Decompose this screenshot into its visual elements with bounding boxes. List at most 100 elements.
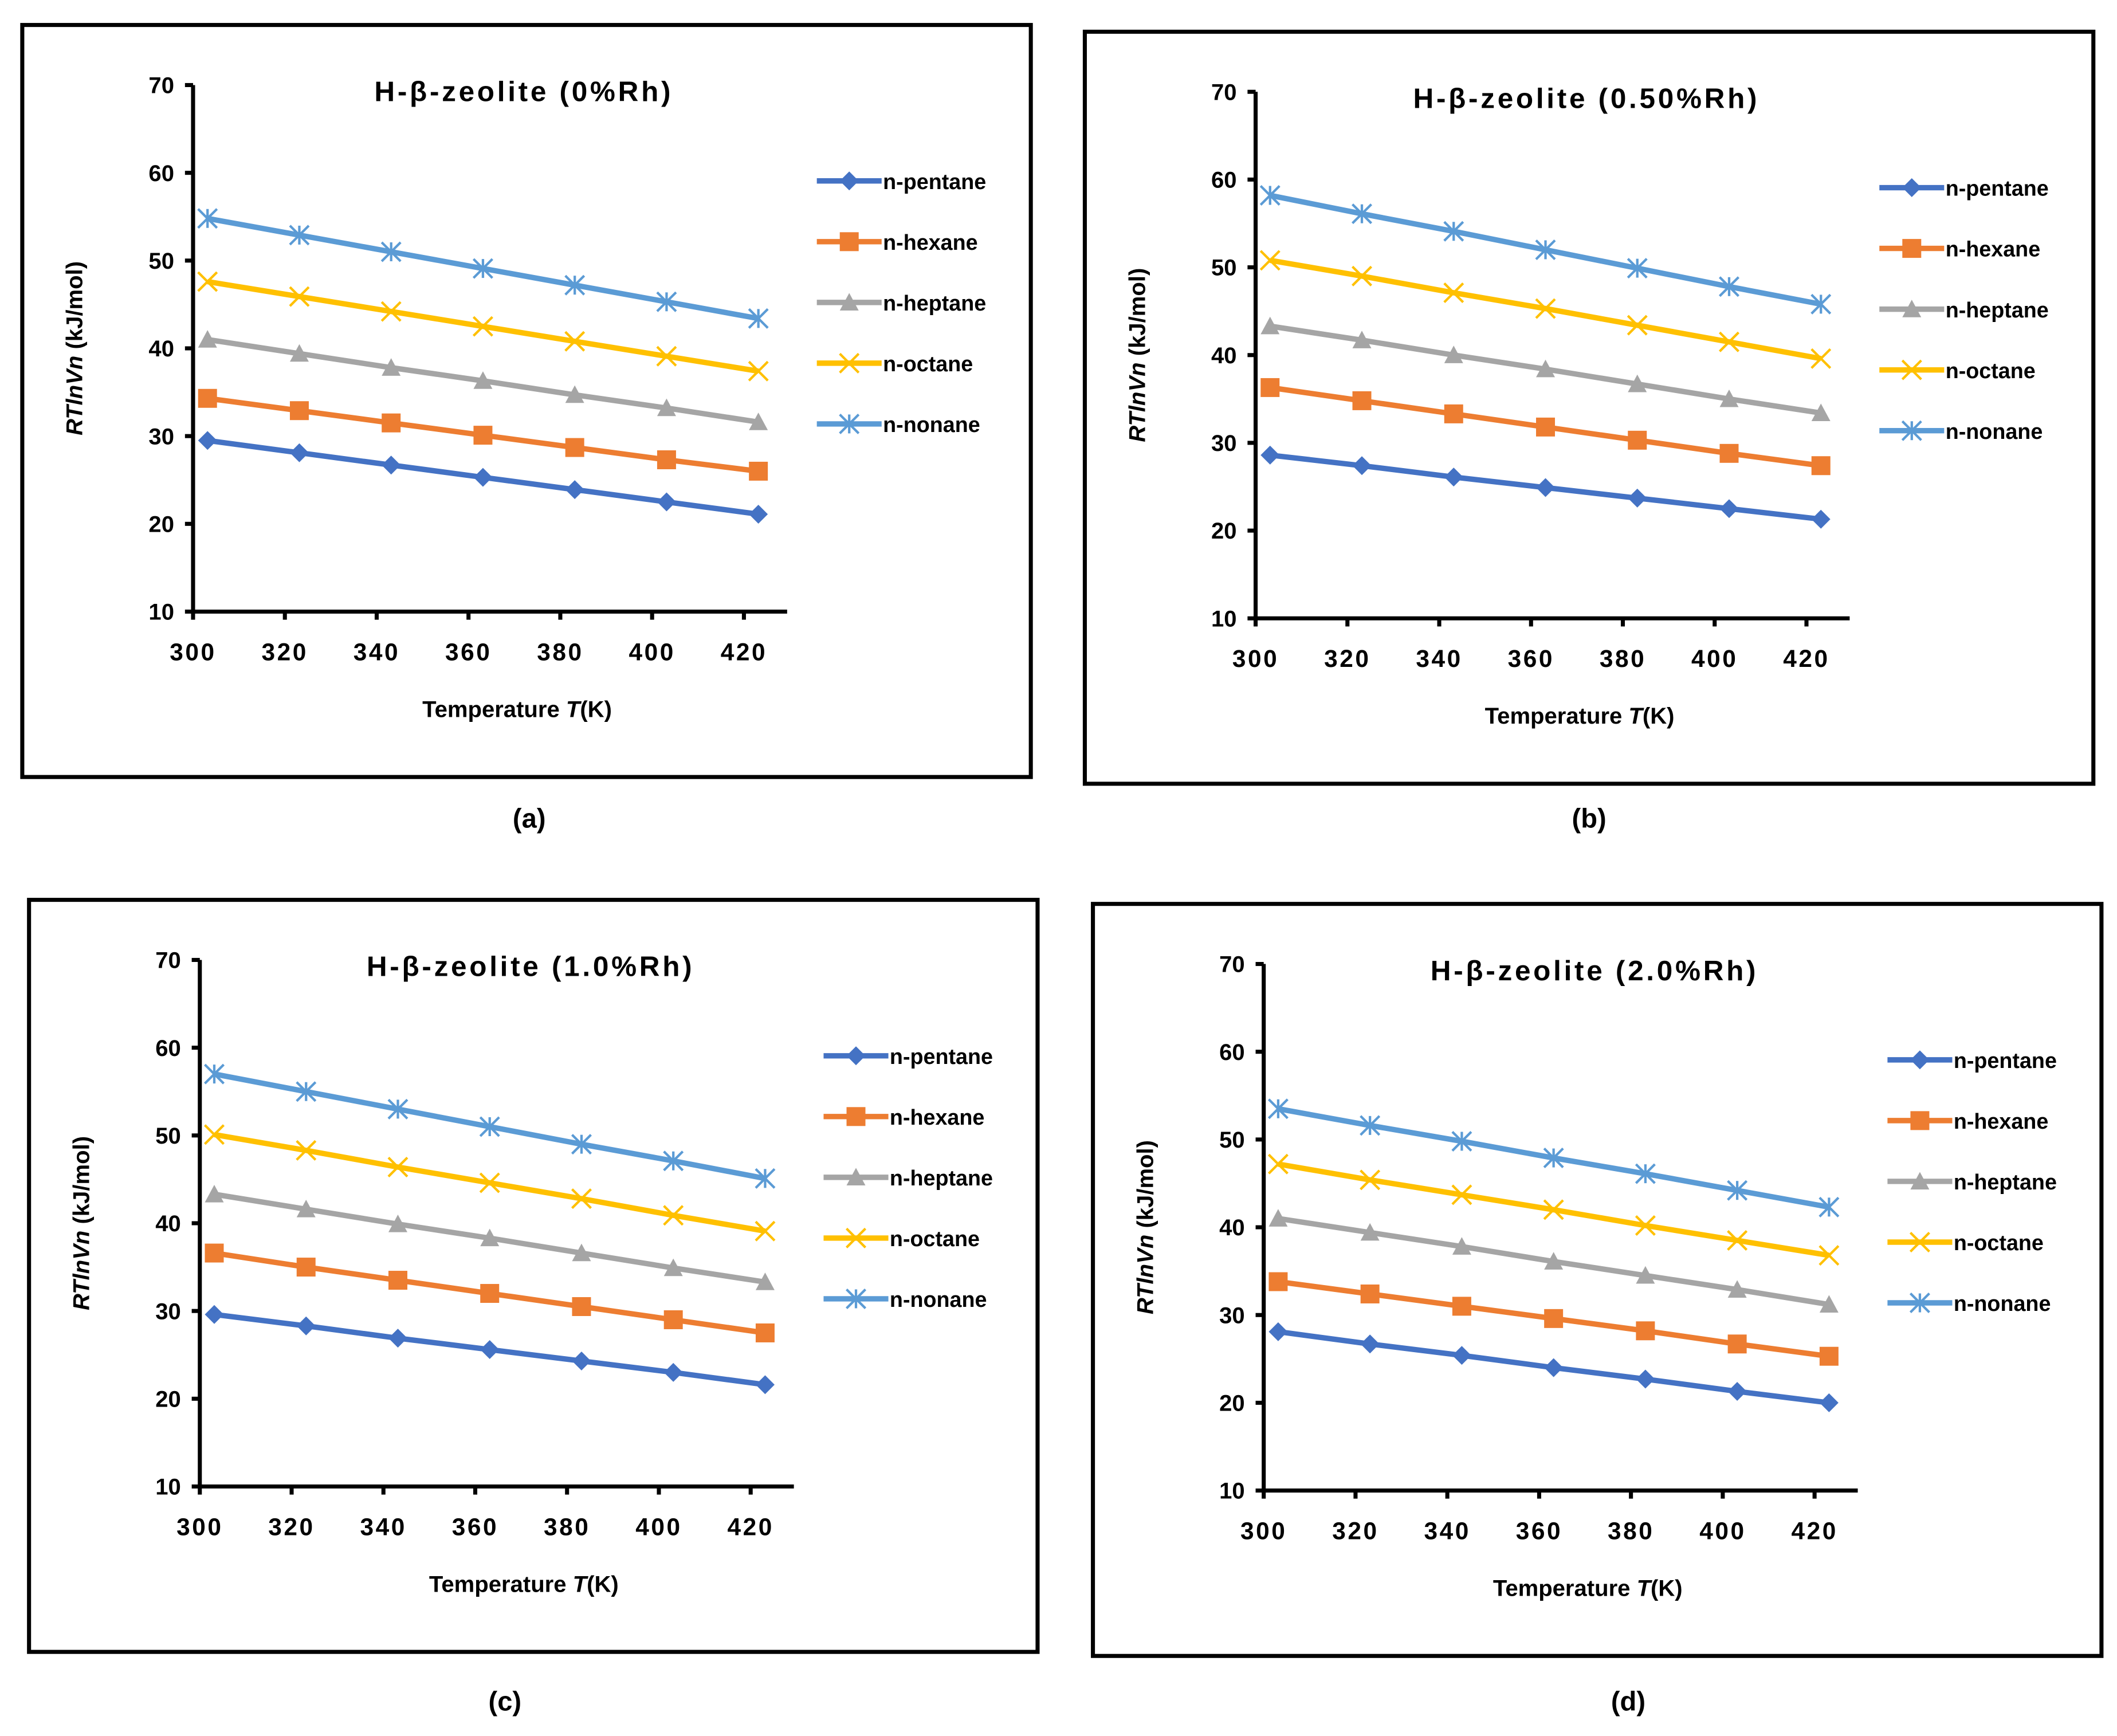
data-point bbox=[1719, 499, 1739, 519]
chart-svg-b: 10 20 30 40 50 60 70 300 320 340 360 380 400 420 H-β-z… bbox=[1125, 80, 2049, 729]
data-point bbox=[289, 401, 309, 421]
data-point bbox=[1451, 1130, 1472, 1152]
data-point bbox=[755, 1272, 775, 1290]
data-point bbox=[749, 504, 768, 524]
x-axis-label: Temperature T(K) bbox=[429, 1572, 619, 1597]
data-point bbox=[1627, 258, 1648, 279]
legend-item: n-pentane bbox=[1879, 176, 2049, 201]
series-n-nonane bbox=[197, 208, 769, 329]
y-tick-label: 50 bbox=[1211, 256, 1237, 281]
data-point bbox=[748, 360, 769, 382]
legend-item: n-heptane bbox=[1879, 298, 2049, 322]
legend-label: n-nonane bbox=[1946, 419, 2043, 443]
legend-item: n-nonane bbox=[823, 1287, 987, 1311]
legend-item: n-octane bbox=[1879, 359, 2036, 383]
y-axis-label: RTlnVn (kJ/mol) bbox=[62, 261, 88, 435]
y-tick-label: 70 bbox=[155, 948, 181, 973]
legend-label: n-hexane bbox=[1946, 237, 2040, 261]
x-tick-label: 360 bbox=[445, 638, 492, 665]
y-axis-label: RTlnVn (kJ/mol) bbox=[1133, 1140, 1158, 1314]
x-tick-label: 420 bbox=[1783, 645, 1829, 672]
legend-marker bbox=[1901, 359, 1922, 380]
x-tick-label: 300 bbox=[176, 1513, 223, 1540]
y-axis-label: RTlnVn (kJ/mol) bbox=[1125, 268, 1150, 442]
chart-svg-d: 10 20 30 40 50 60 70 300 320 340 360 380 400 420 H-β-z… bbox=[1133, 952, 2056, 1601]
x-tick-label: 340 bbox=[1424, 1517, 1470, 1544]
data-point bbox=[380, 241, 402, 262]
x-tick-label: 420 bbox=[1791, 1517, 1837, 1544]
data-point bbox=[388, 1271, 407, 1290]
x-tick-label: 320 bbox=[1324, 645, 1370, 672]
data-point bbox=[296, 1258, 316, 1277]
data-point bbox=[1544, 1358, 1564, 1377]
data-point bbox=[1443, 282, 1464, 304]
data-point bbox=[755, 1220, 776, 1242]
legend-marker bbox=[839, 232, 859, 252]
y-tick-label: 70 bbox=[1219, 952, 1245, 977]
data-point bbox=[1268, 1322, 1288, 1341]
legend-marker bbox=[1909, 1293, 1930, 1314]
x-tick-label: 300 bbox=[170, 638, 216, 665]
data-point bbox=[472, 258, 493, 279]
data-point bbox=[296, 1316, 316, 1336]
legend-marker bbox=[846, 1227, 867, 1248]
data-point bbox=[1444, 468, 1463, 487]
series-n-hexane bbox=[205, 1243, 775, 1342]
data-point bbox=[1360, 1334, 1380, 1354]
x-tick-label: 360 bbox=[452, 1513, 498, 1540]
data-point bbox=[473, 468, 493, 487]
legend-label: n-nonane bbox=[1954, 1291, 2051, 1315]
caption-b: (b) bbox=[1572, 804, 1607, 835]
data-point bbox=[480, 1284, 500, 1303]
legend-marker bbox=[839, 352, 860, 374]
data-point bbox=[1727, 1230, 1748, 1251]
y-tick-label: 20 bbox=[155, 1387, 181, 1412]
data-point bbox=[1727, 1334, 1747, 1354]
data-point bbox=[1451, 1184, 1472, 1205]
series-n-nonane bbox=[204, 1063, 776, 1189]
series-n-heptane bbox=[198, 330, 768, 430]
data-point bbox=[1268, 1209, 1288, 1227]
x-tick-label: 420 bbox=[728, 1513, 774, 1540]
data-point bbox=[388, 1215, 407, 1232]
data-point bbox=[755, 1375, 775, 1395]
legend-label: n-heptane bbox=[1946, 298, 2049, 322]
legend-item: n-octane bbox=[1887, 1231, 2044, 1255]
data-point bbox=[755, 1323, 775, 1342]
data-point bbox=[289, 443, 309, 462]
series-n-nonane bbox=[1267, 1098, 1840, 1217]
data-point bbox=[197, 208, 218, 229]
y-axis-label: RTlnVn (kJ/mol) bbox=[69, 1136, 95, 1310]
y-tick-label: 70 bbox=[148, 73, 174, 99]
data-point bbox=[663, 1150, 684, 1172]
y-tick-label: 30 bbox=[148, 424, 174, 449]
series-n-heptane bbox=[1268, 1209, 1839, 1313]
data-point bbox=[1819, 1245, 1840, 1266]
legend-marker bbox=[1910, 1050, 1930, 1070]
data-point bbox=[1535, 298, 1556, 319]
chart-title: H-β-zeolite (1.0%Rh) bbox=[367, 951, 694, 983]
series-n-nonane bbox=[1259, 184, 1832, 315]
data-point bbox=[1268, 1272, 1288, 1291]
y-tick-label: 20 bbox=[1211, 519, 1237, 544]
data-point bbox=[204, 1124, 225, 1145]
series-n-octane bbox=[1267, 1153, 1840, 1266]
data-point bbox=[1360, 1169, 1381, 1191]
series-n-octane bbox=[204, 1124, 776, 1242]
legend-marker bbox=[846, 1107, 866, 1126]
legend-label: n-nonane bbox=[890, 1287, 987, 1311]
y-tick-label: 10 bbox=[148, 600, 174, 625]
data-point bbox=[656, 291, 677, 312]
data-point bbox=[205, 1243, 224, 1263]
caption-d: (d) bbox=[1611, 1687, 1646, 1718]
data-point bbox=[748, 308, 769, 329]
x-tick-label: 320 bbox=[262, 638, 308, 665]
data-point bbox=[1360, 1115, 1381, 1136]
data-point bbox=[1452, 1346, 1471, 1365]
legend-marker bbox=[1909, 1231, 1930, 1252]
data-point bbox=[1811, 403, 1831, 421]
data-point bbox=[1443, 221, 1464, 242]
x-tick-label: 400 bbox=[635, 1513, 682, 1540]
data-point bbox=[1628, 374, 1647, 392]
data-point bbox=[197, 271, 218, 292]
